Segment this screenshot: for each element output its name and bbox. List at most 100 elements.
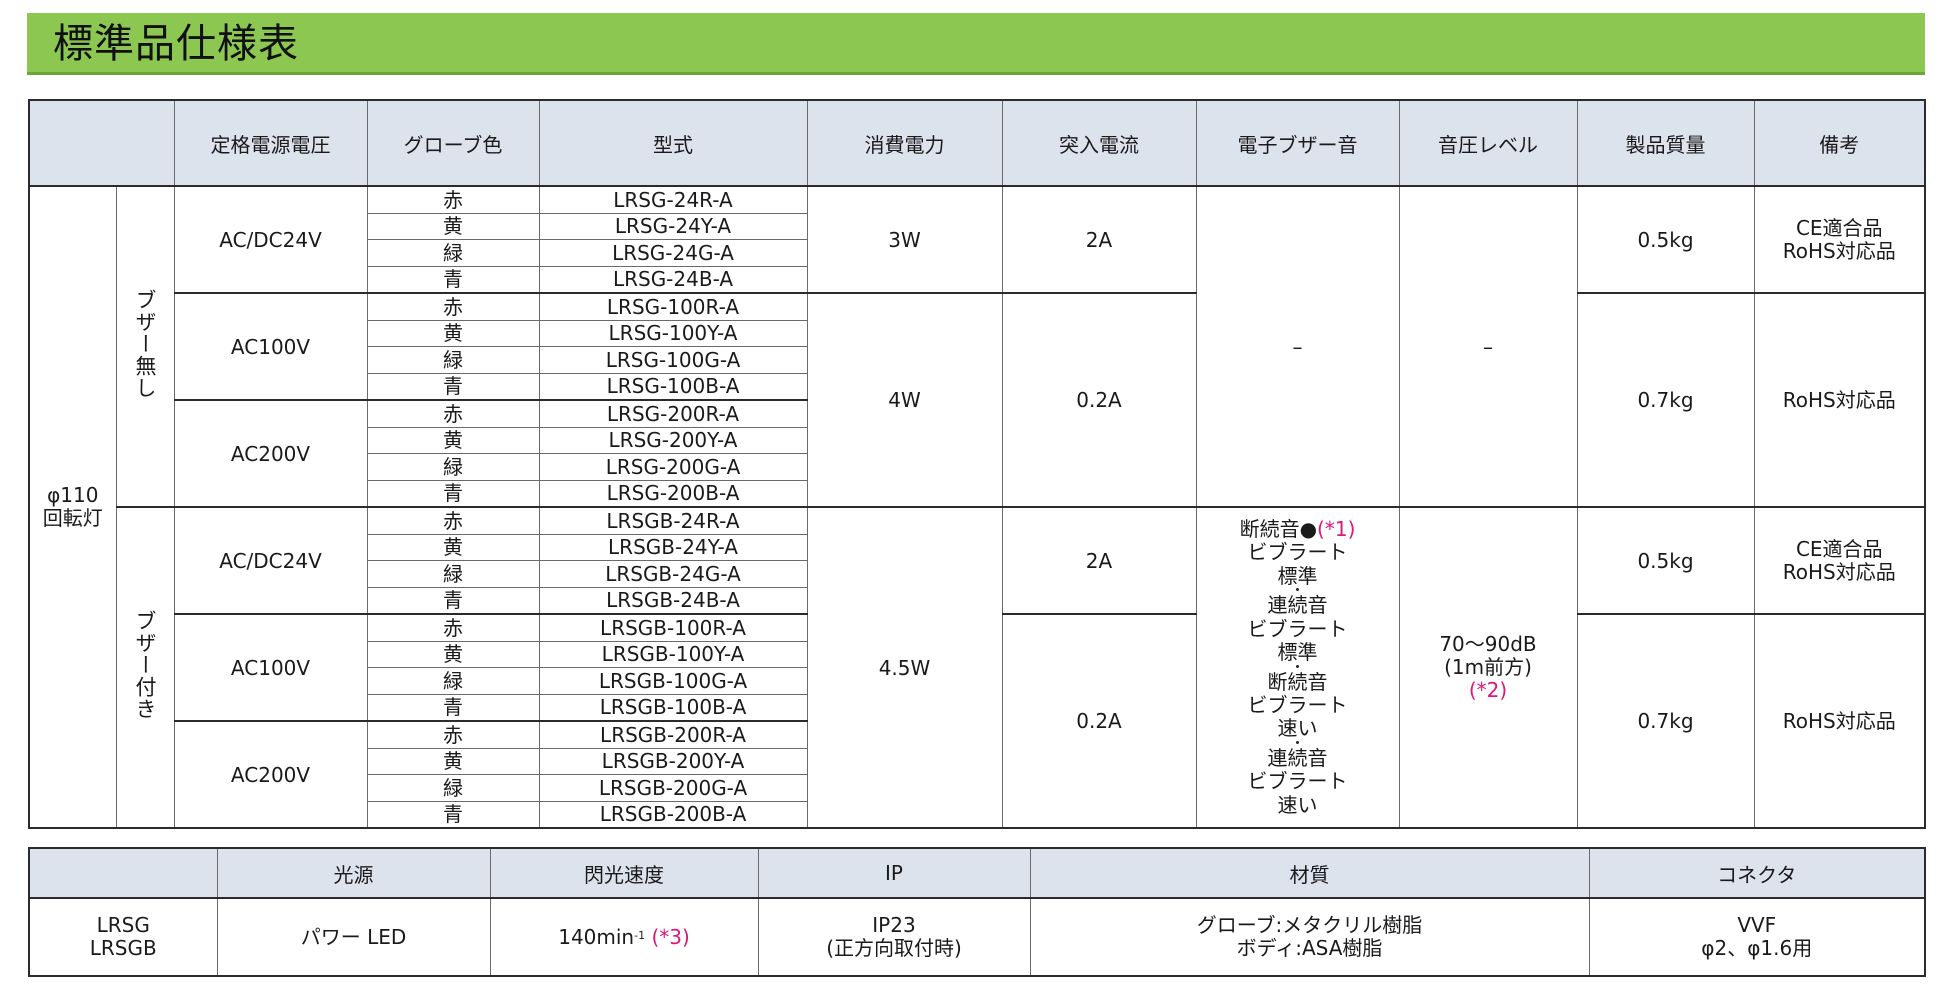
aux-header-material: 材質 xyxy=(1029,847,1590,899)
model-cell: LRSG-200G-A xyxy=(538,453,808,481)
remarks-rohs: RoHS対応品 xyxy=(1782,238,1896,263)
spec-table: 定格電源電圧 グローブ色 型式 消費電力 突入電流 電子ブザー音 音圧レベル 製… xyxy=(28,99,1926,829)
aux-header-light-source: 光源 xyxy=(216,847,491,899)
buzzer-line: 速い xyxy=(1277,792,1318,817)
color-cell: 赤 xyxy=(366,506,540,535)
color-cell: 緑 xyxy=(366,667,540,695)
model-cell: LRSG-200R-A xyxy=(538,399,808,428)
color-cell: 緑 xyxy=(366,774,540,802)
header-voltage: 定格電源電圧 xyxy=(173,99,368,187)
model-cell: LRSGB-24Y-A xyxy=(538,533,808,561)
table-row: 緑 LRSGB-100G-A xyxy=(29,667,1925,695)
color-cell: 青 xyxy=(366,265,540,294)
note-2-ref: (*2) xyxy=(1468,678,1508,702)
model-cell: LRSG-24B-A xyxy=(538,265,808,294)
flash-speed-unit-sup: -1 xyxy=(634,928,646,942)
table-row: 青 LRSGB-100B-A xyxy=(29,693,1925,722)
aux-model: LRSG xyxy=(96,913,150,937)
color-cell: 赤 xyxy=(366,613,540,642)
table-row: 青 LRSG-100B-A xyxy=(29,372,1925,401)
buzzer-line: 連続音 xyxy=(1267,745,1328,770)
color-cell: 黄 xyxy=(366,640,540,668)
inrush-cell: 0.2A xyxy=(1001,613,1197,829)
buzzer-line: 標準 xyxy=(1277,563,1318,588)
table-row: φ110 回転灯 ブザー無し AC/DC24V 赤 LRSG-24R-A 3W … xyxy=(28,185,1926,829)
connector-type: VVF xyxy=(1737,913,1777,937)
model-cell: LRSG-100G-A xyxy=(538,346,808,374)
aux-models-cell: LRSG LRSGB xyxy=(28,897,218,977)
model-cell: LRSGB-100G-A xyxy=(538,667,808,695)
header-model: 型式 xyxy=(538,99,808,187)
buzzer-none-value: – xyxy=(1195,185,1400,508)
table-row: 緑 LRSG-100G-A xyxy=(29,346,1925,374)
aux-header-blank xyxy=(28,847,218,899)
voltage-cell: AC200V xyxy=(173,399,368,508)
color-cell: 青 xyxy=(366,372,540,401)
light-source-cell: パワー LED xyxy=(216,897,491,977)
color-cell: 緑 xyxy=(366,346,540,374)
color-cell: 青 xyxy=(366,693,540,722)
model-cell: LRSGB-200B-A xyxy=(538,800,808,829)
model-cell: LRSGB-100B-A xyxy=(538,693,808,722)
material-body: ボディ:ASA樹脂 xyxy=(1236,936,1383,960)
buzzer-line: ビブラート xyxy=(1247,540,1348,565)
table-row: 黄 LRSGB-100Y-A xyxy=(29,640,1925,668)
remarks-cell: CE適合品 RoHS対応品 xyxy=(1753,185,1926,294)
aux-header-connector: コネクタ xyxy=(1588,847,1926,899)
model-cell: LRSG-100Y-A xyxy=(538,319,808,347)
voltage-cell: AC/DC24V xyxy=(173,506,368,615)
power-cell: 4W xyxy=(806,292,1003,508)
power-cell: 4.5W xyxy=(806,506,1003,829)
spl-distance: (1m前方) xyxy=(1444,655,1532,679)
buzzer-with-label: ブザー付き xyxy=(133,610,157,720)
note-3-ref: (*3) xyxy=(651,924,690,949)
color-cell: 赤 xyxy=(366,399,540,428)
voltage-cell: AC/DC24V xyxy=(173,185,368,294)
product-size: φ110 xyxy=(47,483,99,507)
title-bar: 標準品仕様表 xyxy=(27,13,1925,75)
color-cell: 黄 xyxy=(366,426,540,454)
spec-header-row: 定格電源電圧 グローブ色 型式 消費電力 突入電流 電子ブザー音 音圧レベル 製… xyxy=(28,99,1926,187)
model-cell: LRSG-24G-A xyxy=(538,239,808,267)
buzzer-line: 標準 xyxy=(1277,640,1318,665)
remarks-cell: RoHS対応品 xyxy=(1753,613,1926,829)
buzzer-with-cell: ブザー付き xyxy=(115,506,175,829)
material-globe: グローブ:メタクリル樹脂 xyxy=(1196,913,1423,937)
inrush-cell: 2A xyxy=(1001,185,1197,294)
aux-header-row: 光源 閃光速度 IP 材質 コネクタ xyxy=(28,847,1926,899)
table-row: 緑 LRSG-24G-A xyxy=(29,239,1925,267)
buzzer-with-value: 断続音●(*1) ビブラート 標準 ・ 連続音 ビブラート 標準 ・ 断続音 ビ… xyxy=(1195,506,1400,829)
connector-size: φ2、φ1.6用 xyxy=(1701,936,1813,960)
aux-header-ip: IP xyxy=(757,847,1031,899)
page-title: 標準品仕様表 xyxy=(53,21,299,67)
power-cell: 3W xyxy=(806,185,1003,294)
color-cell: 赤 xyxy=(366,185,540,214)
aux-model: LRSGB xyxy=(89,936,157,960)
color-cell: 黄 xyxy=(366,319,540,347)
table-row: 青 LRSGB-200B-A xyxy=(29,800,1925,829)
table-row: 緑 LRSGB-24G-A xyxy=(29,560,1925,588)
weight-cell: 0.7kg xyxy=(1576,292,1755,508)
table-row: 青 LRSG-24B-A xyxy=(29,265,1925,294)
remarks-ce: CE適合品 xyxy=(1795,536,1883,561)
model-cell: LRSGB-100R-A xyxy=(538,613,808,642)
table-row: 青 LRSGB-24B-A xyxy=(29,586,1925,615)
header-globe-color: グローブ色 xyxy=(366,99,540,187)
buzzer-none-label: ブザー無し xyxy=(133,289,157,399)
ip-rating: IP23 xyxy=(872,913,916,937)
spec-body: φ110 回転灯 ブザー無し AC/DC24V 赤 LRSG-24R-A 3W … xyxy=(28,185,1926,829)
buzzer-line: ビブラート xyxy=(1247,692,1348,717)
buzzer-mode-text: 断続音● xyxy=(1239,517,1318,542)
header-blank xyxy=(28,99,175,187)
buzzer-line: 断続音 xyxy=(1267,669,1328,694)
spl-with-value: 70〜90dB (1m前方) (*2) xyxy=(1398,506,1578,829)
remarks-ce: CE適合品 xyxy=(1795,215,1883,240)
table-row: 緑 LRSG-200G-A xyxy=(29,453,1925,481)
model-cell: LRSGB-24B-A xyxy=(538,586,808,615)
aux-row: LRSG LRSGB パワー LED 140min-1 (*3) IP23 (正… xyxy=(28,897,1926,977)
header-buzzer: 電子ブザー音 xyxy=(1195,99,1400,187)
color-cell: 緑 xyxy=(366,239,540,267)
color-cell: 青 xyxy=(366,586,540,615)
note-1-ref: (*1) xyxy=(1317,517,1356,542)
model-cell: LRSGB-200R-A xyxy=(538,720,808,749)
